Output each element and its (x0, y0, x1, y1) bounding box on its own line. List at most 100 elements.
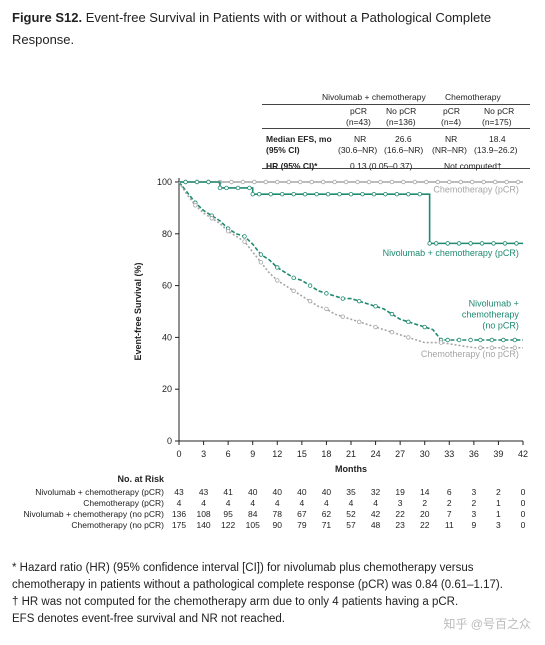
x-tick-label: 9 (250, 449, 255, 459)
summary-table-rule-mid (262, 128, 530, 129)
median-ci-3: (NR–NR) (432, 145, 467, 155)
censor-mark (280, 191, 285, 197)
censor-mark (489, 337, 495, 343)
x-tick-label: 27 (395, 449, 405, 459)
median-value-4: 18.4 (489, 134, 506, 144)
risk-value: 122 (221, 520, 235, 530)
risk-value: 40 (322, 487, 332, 497)
x-tick-label: 42 (518, 449, 528, 459)
risk-value: 62 (322, 509, 332, 519)
figure-title-text: Event-free Survival in Patients with or … (12, 10, 492, 47)
y-tick-label: 80 (162, 229, 172, 239)
censor-mark (445, 337, 450, 343)
risk-value: 3 (398, 498, 403, 508)
median-value-3: NR (445, 134, 458, 144)
censor-mark (422, 324, 427, 330)
summary-table-rule-top (262, 104, 530, 105)
risk-value: 41 (223, 487, 233, 497)
y-tick-label: 0 (167, 436, 172, 446)
censor-mark (356, 319, 362, 325)
censor-mark (307, 298, 313, 304)
risk-value: 105 (246, 520, 260, 530)
footnote-hr: * Hazard ratio (HR) (95% confidence inte… (12, 562, 503, 591)
risk-value: 90 (273, 520, 283, 530)
x-tick-label: 18 (321, 449, 331, 459)
y-axis-title: Event-free Survival (%) (133, 262, 143, 360)
censor-mark (458, 179, 463, 185)
risk-value: 67 (297, 509, 307, 519)
censor-mark (343, 179, 349, 185)
chart-series-labels: Chemotherapy (pCR) Nivolumab + chemothera… (383, 184, 520, 358)
censor-mark (209, 216, 214, 221)
censor-mark (456, 241, 462, 246)
x-tick-label: 33 (444, 449, 454, 459)
risk-value: 140 (196, 520, 210, 530)
censor-mark (424, 179, 429, 185)
censor-mark (348, 191, 354, 197)
censor-mark (242, 239, 247, 244)
risk-value: 84 (248, 509, 258, 519)
censor-mark (332, 179, 337, 185)
risk-row-label: Nivolumab + chemotherapy (pCR) (35, 487, 164, 497)
risk-row-label: Chemotherapy (pCR) (83, 498, 164, 508)
risk-value: 2 (471, 498, 476, 508)
censor-mark (412, 179, 418, 185)
censor-mark (406, 335, 411, 340)
censor-mark (291, 275, 296, 281)
censor-mark (389, 330, 395, 335)
censor-mark (366, 179, 372, 185)
censor-mark (502, 241, 508, 246)
col-header-1: pCR (350, 106, 368, 116)
x-tick-label: 21 (346, 449, 356, 459)
censor-mark (268, 191, 273, 197)
risk-value: 19 (395, 487, 405, 497)
risk-value: 52 (346, 509, 356, 519)
censor-mark (340, 314, 346, 319)
censor-mark (456, 337, 462, 343)
x-tick-label: 0 (176, 449, 181, 459)
col-header-4: No pCR (484, 106, 515, 116)
figure-title: Figure S12. Event-free Survival in Patie… (12, 7, 532, 51)
risk-value: 3 (471, 487, 476, 497)
censor-mark (355, 179, 360, 185)
x-tick-label: 12 (272, 449, 282, 459)
footnote-abbrev: EFS denotes event-free survival and NR n… (12, 613, 285, 625)
censor-mark (394, 191, 400, 197)
risk-value: 20 (420, 509, 430, 519)
censor-mark (445, 241, 450, 246)
censor-mark (373, 304, 378, 309)
censor-mark (302, 191, 308, 197)
x-tick-label: 36 (469, 449, 479, 459)
series-label-2: (no pCR) (482, 320, 519, 330)
x-axis-title: Months (335, 464, 367, 474)
censor-mark (320, 179, 326, 185)
risk-value: 4 (250, 498, 255, 508)
censor-mark (501, 345, 506, 350)
risk-value: 4 (373, 498, 378, 508)
risk-value: 9 (471, 520, 476, 530)
censor-mark (194, 179, 200, 185)
censor-mark (479, 241, 485, 246)
risk-value: 78 (273, 509, 283, 519)
censor-mark (263, 179, 269, 185)
censor-mark (286, 179, 291, 185)
censor-mark (324, 306, 329, 312)
censor-mark (193, 203, 198, 208)
risk-value: 22 (395, 509, 405, 519)
censor-mark (427, 241, 432, 246)
censor-mark (417, 191, 422, 197)
risk-value: 40 (297, 487, 307, 497)
watermark: 知乎 @号百之众 (443, 617, 531, 631)
col-n-3: (n=4) (441, 117, 462, 127)
footnote-dagger: † HR was not computed for the chemothera… (12, 596, 459, 608)
series-label-2: chemotherapy (462, 309, 520, 319)
censor-mark (250, 191, 255, 197)
risk-row-label: Nivolumab + chemotherapy (no pCR) (23, 509, 164, 519)
risk-value: 23 (395, 520, 405, 530)
series-label-0: Chemotherapy (pCR) (433, 184, 519, 194)
median-ci-4: (13.9–26.2) (474, 145, 518, 155)
censor-mark (371, 191, 377, 197)
risk-value: 1 (496, 498, 501, 508)
risk-value: 35 (346, 487, 356, 497)
col-n-2: (n=136) (386, 117, 416, 127)
